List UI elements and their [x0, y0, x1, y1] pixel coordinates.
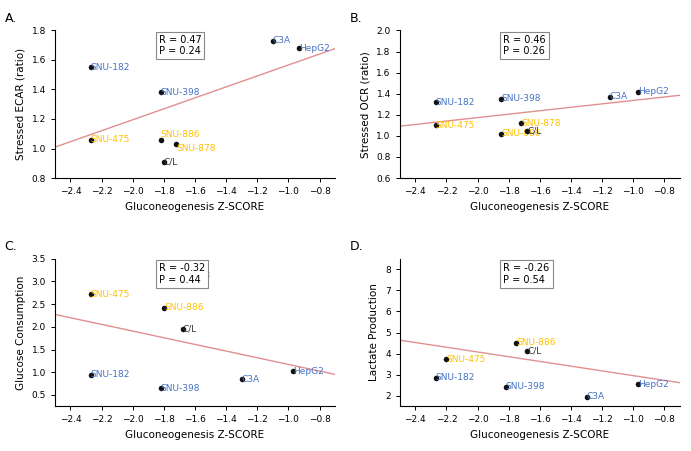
Text: SNU-886: SNU-886 [161, 130, 200, 139]
Point [430, 122, 441, 129]
Point [294, 45, 305, 52]
Point [171, 140, 182, 147]
Text: C.: C. [5, 240, 17, 253]
Point [441, 356, 452, 363]
Text: SNU-398: SNU-398 [506, 382, 545, 391]
Text: HepG2: HepG2 [293, 367, 324, 376]
Y-axis label: Stressed ECAR (ratio): Stressed ECAR (ratio) [16, 48, 26, 160]
X-axis label: Gluconeogenesis Z-SCORE: Gluconeogenesis Z-SCORE [126, 202, 265, 212]
Text: R = 0.46
P = 0.26: R = 0.46 P = 0.26 [503, 35, 546, 56]
Point [500, 265, 511, 272]
Point [581, 393, 592, 400]
Point [632, 381, 643, 388]
Point [177, 326, 188, 333]
Point [500, 383, 511, 391]
Point [85, 371, 96, 378]
Point [155, 89, 167, 96]
Text: SNU-182: SNU-182 [91, 63, 130, 72]
Text: SNU-182: SNU-182 [435, 97, 475, 106]
Text: SNU-398: SNU-398 [501, 94, 540, 103]
Text: C/L: C/L [527, 126, 542, 135]
Point [155, 136, 167, 143]
Point [511, 339, 522, 346]
Text: SNU-398: SNU-398 [161, 384, 200, 393]
X-axis label: Gluconeogenesis Z-SCORE: Gluconeogenesis Z-SCORE [471, 430, 609, 440]
Point [155, 385, 167, 392]
Text: B.: B. [350, 12, 362, 24]
Point [287, 368, 299, 375]
Point [158, 304, 169, 311]
Point [158, 158, 169, 166]
Text: SNU-475: SNU-475 [91, 135, 130, 144]
Y-axis label: Stressed OCR (ratio): Stressed OCR (ratio) [361, 51, 371, 157]
Text: A.: A. [5, 12, 17, 24]
Text: SNU-878: SNU-878 [176, 144, 216, 153]
Text: HepG2: HepG2 [638, 380, 669, 389]
X-axis label: Gluconeogenesis Z-SCORE: Gluconeogenesis Z-SCORE [126, 430, 265, 440]
Text: SNU-398: SNU-398 [161, 88, 200, 97]
Point [495, 95, 507, 102]
Text: SNU-886: SNU-886 [517, 338, 556, 347]
Point [85, 64, 96, 71]
Text: C/L: C/L [527, 347, 542, 356]
Text: R = 0.47
P = 0.24: R = 0.47 P = 0.24 [159, 35, 201, 56]
Text: C3A: C3A [610, 92, 628, 101]
Text: SNU-182: SNU-182 [91, 370, 130, 379]
Text: C3A: C3A [273, 36, 291, 45]
Point [85, 290, 96, 298]
Text: SNU-475: SNU-475 [435, 121, 475, 130]
Text: C3A: C3A [587, 392, 605, 401]
Text: C/L: C/L [182, 325, 197, 334]
X-axis label: Gluconeogenesis Z-SCORE: Gluconeogenesis Z-SCORE [471, 202, 609, 212]
Text: SNU-878: SNU-878 [172, 272, 211, 281]
Y-axis label: Lactate Production: Lactate Production [370, 284, 379, 382]
Text: SNU-878: SNU-878 [506, 264, 545, 273]
Point [522, 127, 533, 134]
Text: R = -0.32
P = 0.44: R = -0.32 P = 0.44 [159, 263, 205, 285]
Text: SNU-886: SNU-886 [164, 303, 203, 312]
Text: C3A: C3A [242, 375, 260, 383]
Text: HepG2: HepG2 [299, 44, 330, 53]
Point [522, 348, 533, 355]
Point [605, 93, 616, 101]
Text: SNU-182: SNU-182 [435, 373, 475, 382]
Text: SNU-475: SNU-475 [446, 355, 486, 364]
Point [85, 136, 96, 143]
Point [430, 374, 441, 382]
Text: C/L: C/L [164, 157, 178, 166]
Text: SNU-475: SNU-475 [91, 290, 130, 299]
Point [166, 272, 177, 280]
Text: R = -0.26
P = 0.54: R = -0.26 P = 0.54 [503, 263, 549, 285]
Text: HepG2: HepG2 [638, 87, 669, 96]
Text: SNU-886: SNU-886 [501, 129, 540, 138]
Point [515, 120, 527, 127]
Point [495, 130, 507, 138]
Point [236, 375, 247, 382]
Text: SNU-878: SNU-878 [521, 119, 560, 128]
Y-axis label: Glucose Consumption: Glucose Consumption [16, 275, 26, 390]
Point [430, 98, 441, 106]
Text: D.: D. [350, 240, 363, 253]
Point [632, 88, 643, 95]
Point [267, 37, 278, 44]
